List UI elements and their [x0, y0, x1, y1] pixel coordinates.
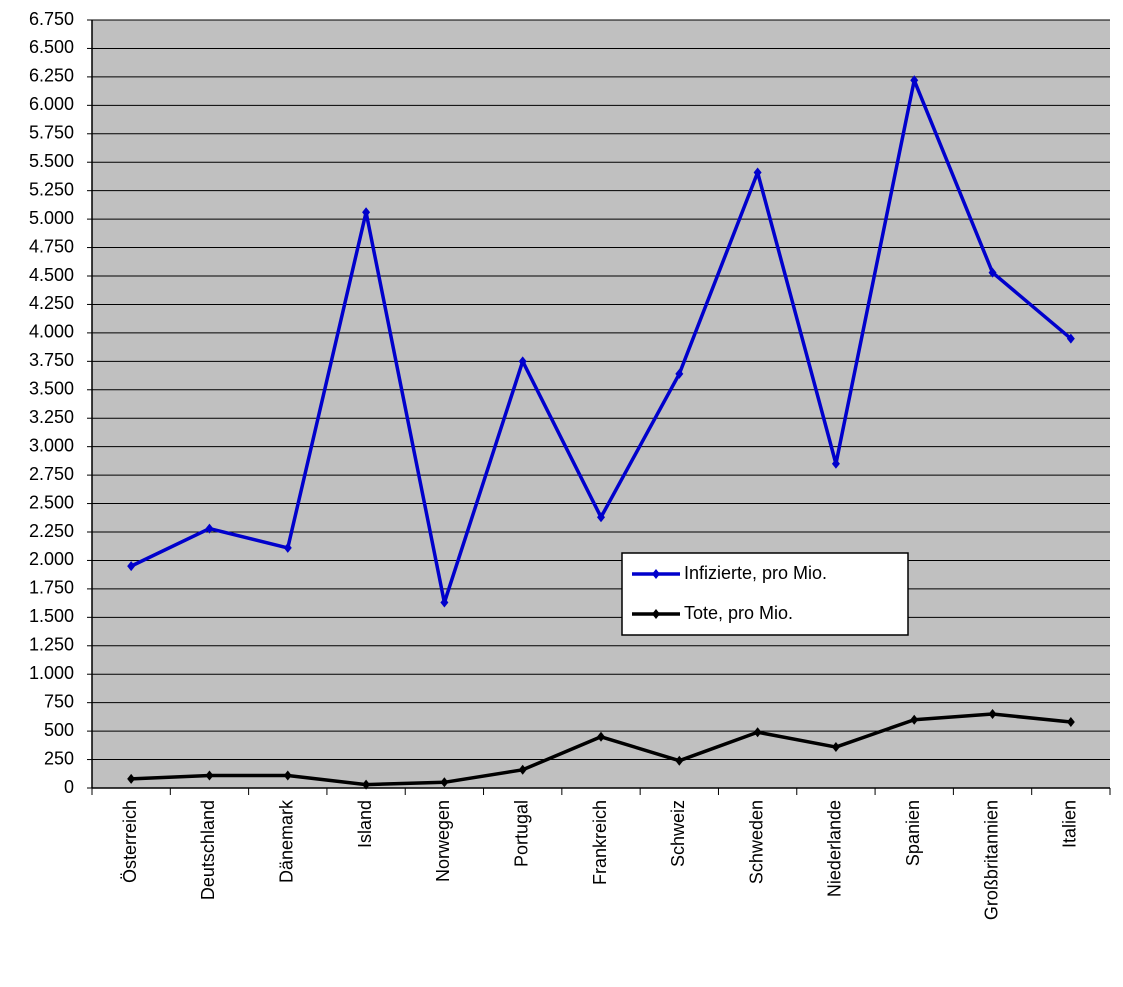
x-tick-label: Schweiz: [668, 800, 688, 867]
y-tick-label: 6.250: [29, 66, 74, 86]
point-marker: [362, 207, 371, 218]
point-marker: [831, 742, 840, 753]
x-tick-label: Schweden: [746, 800, 766, 884]
x-tick-label: Österreich: [120, 800, 140, 883]
point-marker: [988, 709, 997, 720]
x-tick-label: Spanien: [903, 800, 923, 866]
point-marker: [753, 167, 762, 178]
y-tick-label: 6.750: [29, 9, 74, 29]
x-tick-label: Niederlande: [825, 800, 845, 897]
y-tick-label: 1.250: [29, 635, 74, 655]
point-marker: [910, 75, 919, 86]
x-tick-label: Großbritannien: [981, 800, 1001, 920]
y-tick-label: 3.750: [29, 350, 74, 370]
point-marker: [518, 764, 527, 775]
y-tick-label: 750: [44, 691, 74, 711]
y-tick-label: 4.000: [29, 322, 74, 342]
point-marker: [1066, 333, 1075, 344]
point-marker: [205, 770, 214, 781]
point-marker: [988, 267, 997, 278]
y-tick-label: 2.500: [29, 492, 74, 512]
point-marker: [127, 773, 136, 784]
y-tick-label: 1.000: [29, 663, 74, 683]
y-tick-label: 5.250: [29, 179, 74, 199]
point-marker: [283, 542, 292, 553]
y-tick-label: 1.500: [29, 606, 74, 626]
point-marker: [127, 561, 136, 572]
x-tick-label: Deutschland: [198, 800, 218, 900]
y-tick-label: 4.500: [29, 265, 74, 285]
y-tick-label: 5.500: [29, 151, 74, 171]
x-tick-label: Portugal: [511, 800, 531, 867]
y-tick-label: 1.750: [29, 578, 74, 598]
legend-box: [621, 552, 909, 636]
point-marker: [205, 523, 214, 534]
y-tick-label: 5.750: [29, 123, 74, 143]
x-tick-label: Frankreich: [590, 800, 610, 885]
point-marker: [597, 731, 605, 742]
y-tick-label: 500: [44, 720, 74, 740]
y-tick-label: 6.500: [29, 37, 74, 57]
point-marker: [440, 597, 449, 608]
y-tick-label: 3.000: [29, 435, 74, 455]
point-marker: [597, 512, 605, 523]
y-tick-label: 2.750: [29, 464, 74, 484]
x-tick-label: Italien: [1060, 800, 1080, 848]
x-tick-label: Dänemark: [277, 799, 297, 883]
y-tick-label: 6.000: [29, 94, 74, 114]
point-marker: [675, 755, 684, 766]
point-marker: [283, 770, 292, 781]
y-tick-label: 2.000: [29, 549, 74, 569]
point-marker: [675, 368, 684, 379]
point-marker: [910, 714, 919, 725]
plot-area: [92, 20, 1110, 788]
y-tick-label: 2.250: [29, 521, 74, 541]
point-marker: [518, 356, 527, 367]
y-tick-label: 3.500: [29, 379, 74, 399]
y-tick-label: 4.250: [29, 293, 74, 313]
point-marker: [831, 458, 840, 469]
point-marker: [440, 777, 449, 788]
y-tick-label: 5.000: [29, 208, 74, 228]
y-tick-label: 0: [64, 777, 74, 797]
legend-label: Tote, pro Mio.: [684, 603, 793, 623]
y-tick-label: 250: [44, 748, 74, 768]
x-tick-label: Island: [355, 800, 375, 848]
legend-label: Infizierte, pro Mio.: [684, 563, 827, 583]
y-tick-label: 3.250: [29, 407, 74, 427]
x-tick-label: Norwegen: [433, 800, 453, 882]
legend-marker: [652, 609, 660, 619]
legend-marker: [652, 569, 660, 579]
point-marker: [753, 727, 762, 738]
point-marker: [1066, 717, 1075, 728]
y-tick-label: 4.750: [29, 236, 74, 256]
point-marker: [362, 779, 371, 790]
